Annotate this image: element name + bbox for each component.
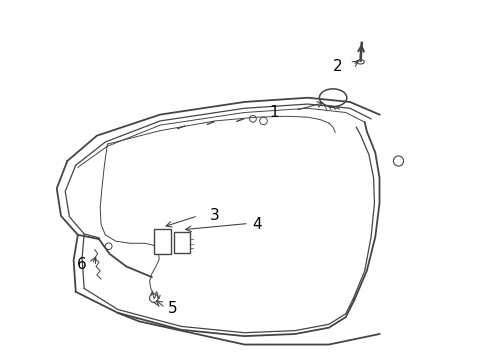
Text: 3: 3 bbox=[210, 208, 220, 223]
Text: 1: 1 bbox=[269, 105, 278, 120]
Bar bbox=[173, 232, 189, 253]
Text: 4: 4 bbox=[252, 217, 262, 232]
Text: 2: 2 bbox=[332, 59, 342, 73]
Bar bbox=[154, 229, 170, 254]
Text: 6: 6 bbox=[77, 257, 87, 272]
Text: 5: 5 bbox=[167, 301, 177, 316]
